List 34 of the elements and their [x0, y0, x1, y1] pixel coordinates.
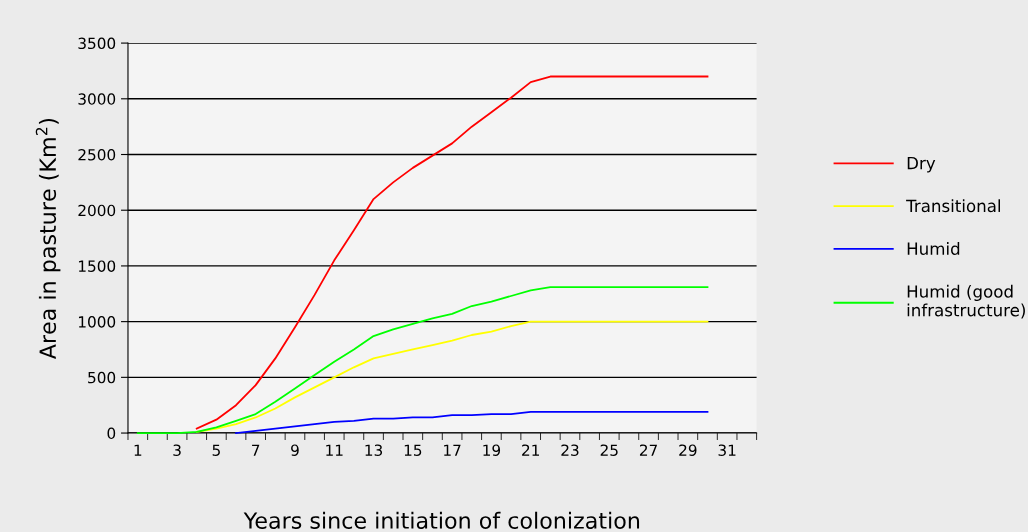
legend-label: Transitional — [906, 199, 1001, 213]
line-series — [195, 75, 709, 430]
line-series — [195, 320, 709, 433]
x-tick-label: 3 — [173, 444, 181, 456]
x-tick-label: 23 — [561, 444, 579, 456]
x-tick-label: 25 — [600, 444, 618, 456]
line-series — [235, 410, 709, 434]
legend-label: Humid (good infrastructure) — [907, 284, 1025, 319]
y-tick-label: 2500 — [78, 148, 116, 161]
x-tick-label: 5 — [212, 444, 220, 456]
y-tick-label: 3500 — [78, 37, 116, 50]
y-tick-label: 1500 — [78, 260, 116, 272]
legend-label: Dry — [907, 156, 936, 173]
x-tick-label: 21 — [522, 444, 540, 456]
x-tick-label: 11 — [326, 444, 343, 456]
y-tick-label: 2000 — [78, 204, 116, 217]
y-tick-label: 1000 — [78, 316, 116, 328]
x-tick-label: 29 — [679, 444, 697, 456]
y-tick-label: 0 — [107, 427, 116, 440]
x-tick-label: 9 — [291, 444, 299, 456]
y-axis-title: Area in pasture (Km$^{2}$) — [35, 118, 61, 360]
x-tick-label: 1 — [134, 444, 142, 456]
y-tick-label: 500 — [88, 371, 116, 384]
x-tick-label: 13 — [365, 444, 383, 456]
x-tick-label: 7 — [252, 444, 260, 456]
x-tick-label: 15 — [404, 444, 422, 456]
x-axis-title: Years since initiation of colonization — [243, 511, 640, 529]
line-series — [136, 286, 709, 434]
x-tick-label: 17 — [444, 444, 461, 456]
x-tick-label: 31 — [718, 444, 736, 456]
y-tick-label: 3000 — [78, 93, 116, 105]
x-tick-label: 27 — [639, 444, 657, 456]
x-tick-label: 19 — [483, 444, 501, 456]
legend-label: Humid — [907, 242, 960, 255]
